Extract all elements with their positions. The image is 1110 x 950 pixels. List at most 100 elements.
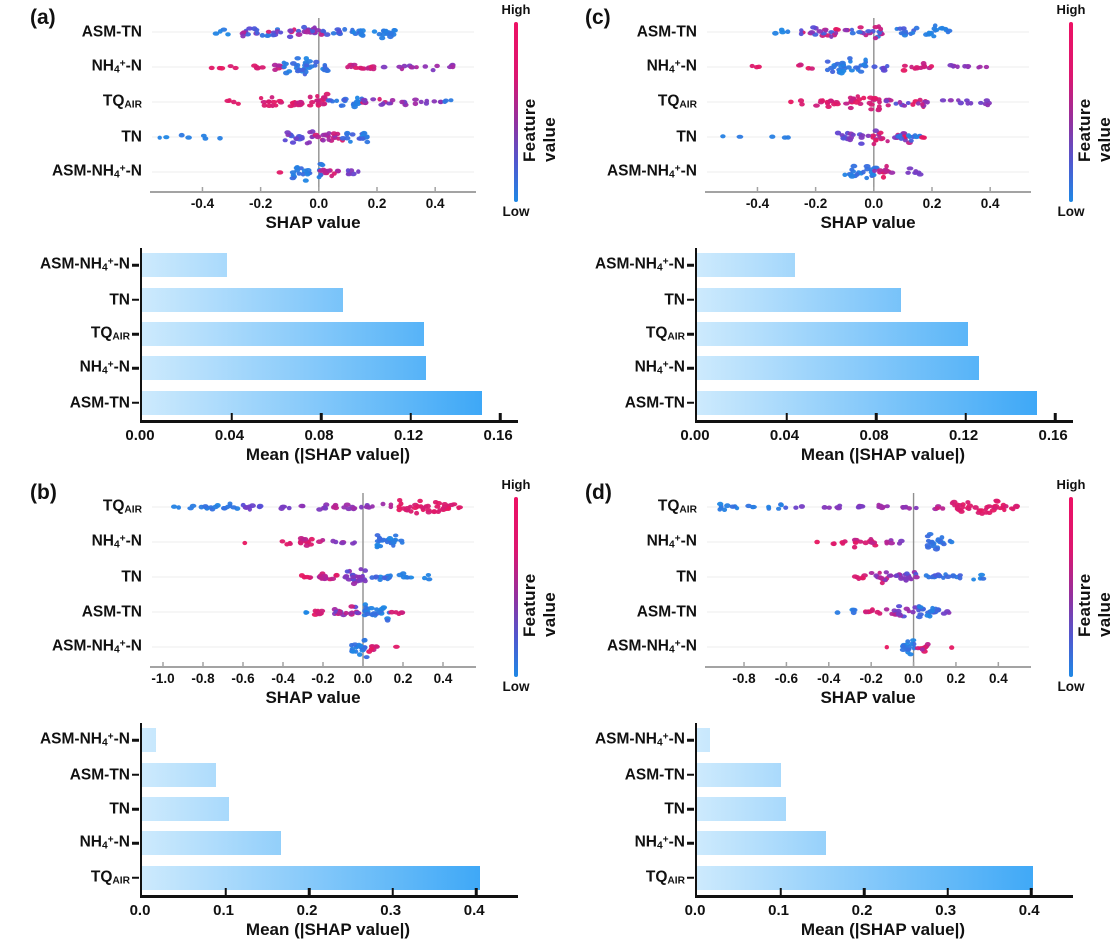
beeswarm-point [910, 30, 916, 35]
beeswarm-point [374, 542, 381, 548]
beeswarm-point [766, 504, 772, 509]
bar-x-axis-title: Mean (|SHAP value|) [245, 445, 411, 464]
colorbar: High Feature value Low [1033, 2, 1110, 219]
beeswarm-point [821, 505, 828, 510]
beeswarm-point [303, 574, 311, 580]
beeswarm-point [927, 31, 933, 36]
beeswarm-point [861, 169, 866, 175]
beeswarm-point [418, 99, 424, 105]
beeswarm-point [797, 98, 805, 104]
beeswarm-point [910, 102, 916, 107]
beeswarm-point [884, 645, 889, 650]
beeswarm-point [856, 30, 863, 35]
beeswarm-point [923, 573, 929, 578]
beeswarm-point [431, 99, 438, 104]
beeswarm-point [323, 91, 331, 97]
bar [142, 728, 157, 753]
beeswarm-point [377, 577, 383, 582]
bar-x-tick-label: 0.0 [684, 902, 706, 919]
beeswarm-point [377, 96, 382, 102]
beeswarm-point [863, 610, 870, 615]
beeswarm-point [370, 504, 375, 509]
bar-category-label: ASM-TN [624, 394, 685, 412]
y-tick [687, 738, 694, 742]
beeswarm-point [983, 64, 990, 70]
beeswarm-point [398, 538, 405, 543]
beeswarm-point [318, 172, 324, 178]
bar-category-labels: ASM-NH4+-N TN TQAIR NH4+-N ASM-TN [0, 248, 140, 420]
beeswarm-point [857, 539, 864, 544]
beeswarm-point [880, 174, 887, 180]
beeswarm-plot: -0.4 -0.2 0.0 0.2 0.4 [705, 18, 1031, 211]
beeswarm-point [983, 98, 990, 103]
colorbar-title: Feature value [1075, 573, 1110, 637]
beeswarm-point [450, 64, 456, 70]
beeswarm-point [304, 168, 312, 173]
beeswarm-point [284, 130, 291, 135]
beeswarm-point [906, 133, 912, 138]
beeswarm-point [320, 28, 326, 34]
beeswarm-point [342, 27, 348, 32]
beeswarm-point [320, 138, 326, 143]
beeswarm-feature-labels: TQAIR NH4+-N TN ASM-TN ASM-NH4+-N [0, 487, 148, 687]
beeswarm-point [279, 539, 286, 544]
beeswarm-point [934, 28, 940, 32]
bar-category-label: NH4+-N [79, 358, 130, 377]
beeswarm-point [851, 574, 859, 579]
colorbar-gradient [514, 22, 518, 202]
beeswarm-point [230, 505, 237, 510]
beeswarm-point [968, 101, 974, 106]
beeswarm-point [412, 97, 419, 102]
beeswarm-point [861, 95, 867, 101]
beeswarm-point [883, 99, 890, 104]
beeswarm-point [850, 163, 858, 169]
beeswarm-point [877, 30, 882, 35]
beeswarm-point [917, 612, 924, 617]
bar-category-label: ASM-NH4+-N [594, 730, 685, 749]
beeswarm-point [865, 29, 872, 34]
beeswarm-point [441, 502, 448, 507]
x-tick-label: 0.2 [368, 196, 387, 211]
beeswarm-point [920, 64, 928, 70]
beeswarm-point [899, 647, 907, 652]
beeswarm-point [881, 67, 886, 72]
beeswarm-point [336, 610, 343, 616]
beeswarm-point [269, 95, 275, 100]
beeswarm-point [344, 132, 350, 137]
beeswarm-point [308, 536, 315, 542]
x-tick [964, 413, 967, 420]
beeswarm-x-axis-title: SHAP value [265, 688, 361, 707]
beeswarm-point [339, 136, 347, 141]
beeswarm-point [364, 134, 370, 140]
beeswarm-point [363, 605, 369, 610]
beeswarm-point [932, 547, 940, 552]
beeswarm-feature-label: TN [121, 128, 142, 146]
beeswarm-point [851, 544, 858, 550]
bar-chart-section: ASM-NH4+-N ASM-TN TN NH4+-N TQAIR [0, 723, 555, 898]
beeswarm-point [350, 581, 358, 587]
beeswarm-point [386, 101, 393, 106]
beeswarm-point [878, 26, 884, 32]
beeswarm-point [420, 505, 426, 511]
beeswarm-point [898, 31, 905, 36]
bar-x-tick-label: 0.08 [304, 427, 334, 444]
bar-category-label: NH4+-N [79, 833, 130, 852]
beeswarm-point [307, 94, 313, 100]
bar [142, 762, 216, 787]
beeswarm-point [869, 541, 876, 545]
beeswarm-point [345, 172, 352, 177]
x-tick [224, 888, 227, 895]
beeswarm-point [359, 504, 364, 510]
beeswarm-point [388, 502, 394, 507]
beeswarm-point [289, 176, 297, 181]
bar-category-label: ASM-TN [624, 765, 685, 783]
beeswarm-point [309, 100, 316, 105]
beeswarm-feature-label: TQAIR [102, 92, 142, 111]
beeswarm-point [871, 64, 878, 69]
y-tick [687, 332, 694, 336]
beeswarm-point [384, 539, 390, 545]
beeswarm-feature-label: NH4+-N [646, 532, 697, 551]
beeswarm-point [299, 135, 305, 140]
beeswarm-point [799, 102, 805, 107]
beeswarm-point [863, 164, 871, 169]
